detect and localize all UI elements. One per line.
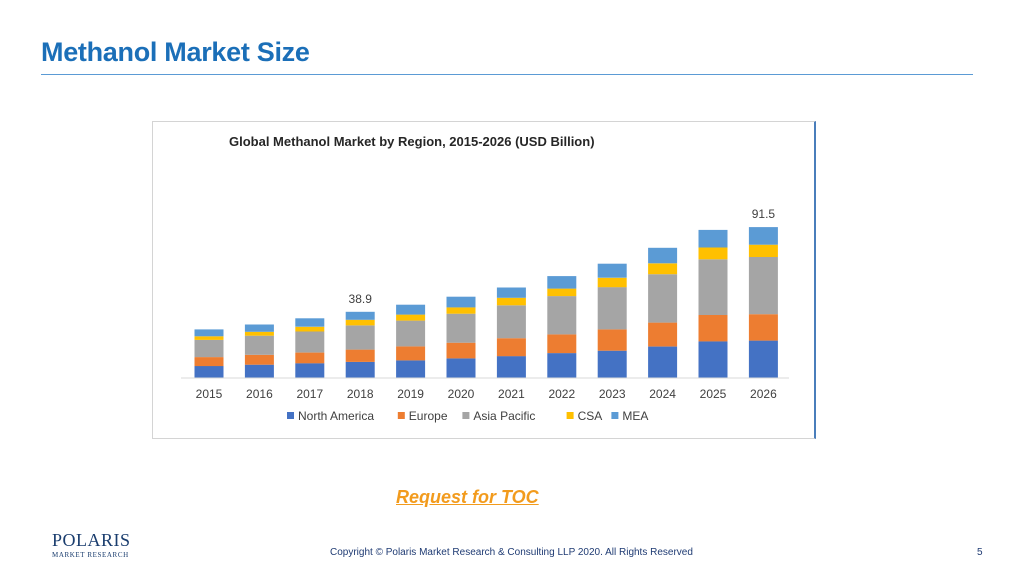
bar-asia-pacific-2015: [194, 339, 224, 358]
logo-wordmark: POLARIS: [52, 530, 131, 550]
bar-asia-pacific-2020: [446, 313, 476, 343]
bar-csa-2023: [597, 277, 627, 288]
x-tick-label-2021: 2021: [498, 387, 525, 401]
bar-north-america-2018: [345, 361, 375, 378]
bar-asia-pacific-2023: [597, 287, 627, 330]
bar-north-america-2015: [194, 366, 224, 378]
bar-europe-2020: [446, 342, 476, 359]
data-label-2026: 91.5: [752, 207, 776, 221]
legend-swatch-north-america: [287, 412, 294, 419]
legend-label-asia-pacific: Asia Pacific: [473, 409, 535, 423]
bar-north-america-2022: [547, 353, 577, 378]
copyright-text: Copyright © Polaris Market Research & Co…: [330, 547, 693, 558]
x-tick-label-2018: 2018: [347, 387, 374, 401]
legend-swatch-csa: [566, 412, 574, 419]
x-tick-label-2020: 2020: [448, 387, 475, 401]
bar-mea-2025: [698, 229, 728, 248]
x-tick-labels: 2015 2016 2017 2018 2019 2020 2021 2022 2023 2024…: [196, 387, 777, 401]
bar-mea-2017: [295, 318, 325, 327]
bar-csa-2025: [698, 247, 728, 260]
bar-csa-2020: [446, 307, 476, 314]
legend-label-north-america: North America: [298, 409, 374, 423]
bar-asia-pacific-2016: [244, 335, 274, 355]
logo-subtitle: MARKET RESEARCH: [52, 551, 129, 559]
bar-europe-2025: [698, 315, 728, 342]
legend-label-csa: CSA: [578, 409, 603, 423]
bar-mea-2020: [446, 296, 476, 308]
x-tick-label-2023: 2023: [599, 387, 626, 401]
bar-mea-2016: [244, 324, 274, 332]
bar-europe-2017: [295, 352, 325, 364]
bars-layer: [194, 227, 778, 378]
x-tick-label-2025: 2025: [700, 387, 727, 401]
bar-mea-2015: [194, 329, 224, 337]
x-tick-label-2015: 2015: [196, 387, 223, 401]
bar-north-america-2024: [648, 346, 678, 378]
bar-asia-pacific-2018: [345, 325, 375, 350]
stacked-bar-chart: Global Methanol Market by Region, 2015-2…: [181, 134, 789, 423]
bar-north-america-2023: [597, 350, 627, 378]
legend: North America Europe Asia Pacific CSA MEA: [287, 409, 648, 423]
bar-csa-2021: [496, 297, 526, 306]
bar-europe-2021: [496, 338, 526, 357]
bar-europe-2026: [748, 314, 778, 341]
bar-asia-pacific-2019: [396, 320, 426, 347]
page-title: Methanol Market Size: [41, 37, 310, 67]
chart-frame: Global Methanol Market by Region, 2015-2…: [152, 121, 816, 439]
bar-csa-2024: [648, 263, 678, 275]
title-divider: [41, 74, 973, 75]
bar-mea-2026: [748, 227, 778, 245]
bar-csa-2016: [244, 331, 274, 336]
x-tick-label-2024: 2024: [649, 387, 676, 401]
bar-mea-2018: [345, 311, 375, 320]
bar-europe-2016: [244, 354, 274, 365]
legend-label-europe: Europe: [409, 409, 448, 423]
bar-north-america-2019: [396, 360, 426, 378]
bar-csa-2017: [295, 326, 325, 332]
bar-csa-2015: [194, 336, 224, 340]
bar-asia-pacific-2022: [547, 296, 577, 335]
bar-europe-2019: [396, 346, 426, 361]
bar-csa-2018: [345, 319, 375, 326]
bar-asia-pacific-2021: [496, 305, 526, 339]
legend-label-mea: MEA: [622, 409, 648, 423]
polaris-logo: POLARIS MARKET RESEARCH: [52, 530, 132, 562]
bar-europe-2015: [194, 357, 224, 367]
x-tick-label-2026: 2026: [750, 387, 777, 401]
legend-swatch-mea: [611, 412, 619, 419]
bar-north-america-2025: [698, 341, 728, 378]
bar-asia-pacific-2017: [295, 331, 325, 353]
page-number: 5: [977, 547, 983, 558]
x-tick-label-2016: 2016: [246, 387, 273, 401]
chart-title: Global Methanol Market by Region, 2015-2…: [229, 134, 595, 149]
bar-north-america-2020: [446, 358, 476, 378]
bar-mea-2023: [597, 263, 627, 278]
data-label-2018: 38.9: [349, 292, 373, 306]
bar-csa-2026: [748, 244, 778, 257]
bar-europe-2024: [648, 322, 678, 347]
bar-asia-pacific-2025: [698, 259, 728, 315]
bar-north-america-2026: [748, 340, 778, 378]
bar-north-america-2016: [244, 364, 274, 378]
request-toc-link[interactable]: Request for TOC: [396, 487, 539, 507]
data-labels: 38.9 91.5: [349, 207, 776, 306]
bar-asia-pacific-2024: [648, 274, 678, 323]
bar-europe-2018: [345, 349, 375, 362]
legend-swatch-europe: [397, 412, 405, 419]
bar-mea-2024: [648, 247, 678, 264]
bar-mea-2019: [396, 304, 426, 315]
bar-mea-2021: [496, 287, 526, 298]
x-tick-label-2019: 2019: [397, 387, 424, 401]
bar-europe-2022: [547, 334, 577, 354]
bar-mea-2022: [547, 276, 577, 289]
legend-swatch-asia-pacific: [462, 412, 470, 419]
bar-asia-pacific-2026: [748, 257, 778, 315]
x-tick-label-2017: 2017: [296, 387, 323, 401]
bar-north-america-2017: [295, 363, 325, 378]
bar-europe-2023: [597, 329, 627, 351]
x-tick-label-2022: 2022: [548, 387, 575, 401]
bar-north-america-2021: [496, 356, 526, 378]
bar-csa-2019: [396, 314, 426, 321]
bar-csa-2022: [547, 288, 577, 297]
